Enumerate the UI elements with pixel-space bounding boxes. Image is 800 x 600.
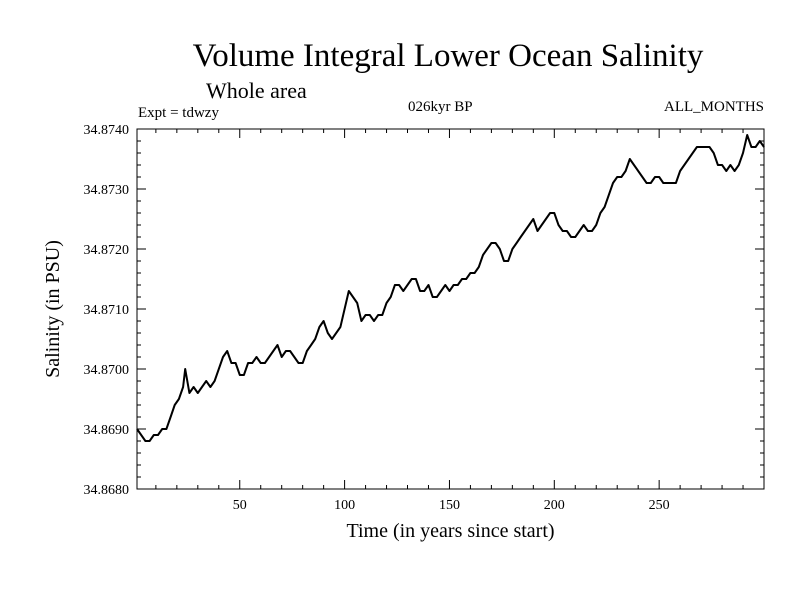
period-label: 026kyr BP xyxy=(408,99,473,115)
x-tick-label: 150 xyxy=(439,498,460,513)
x-axis-label: Time (in years since start) xyxy=(346,520,554,542)
x-tick-label: 50 xyxy=(233,498,247,513)
x-tick-label: 200 xyxy=(544,498,565,513)
plot-area-frame xyxy=(136,128,765,490)
series-line xyxy=(136,134,765,442)
chart-title: Volume Integral Lower Ocean Salinity xyxy=(192,38,704,74)
months-label: ALL_MONTHS xyxy=(664,99,764,115)
chart-subtitle: Whole area xyxy=(206,78,307,103)
experiment-label: Expt = tdwzy xyxy=(138,105,219,121)
y-tick-label: 34.8740 xyxy=(84,123,130,138)
y-tick-label: 34.8690 xyxy=(84,423,130,438)
y-axis-tick-labels: 34.8680 34.8690 34.8700 34.8710 34.8720 34.87… xyxy=(84,123,130,498)
y-tick-label: 34.8710 xyxy=(84,303,130,318)
x-tick-label: 250 xyxy=(649,498,670,513)
y-tick-label: 34.8700 xyxy=(84,363,130,378)
y-tick-label: 34.8720 xyxy=(84,243,130,258)
y-axis-label: Salinity (in PSU) xyxy=(42,240,64,378)
y-tick-label: 34.8680 xyxy=(84,483,130,498)
x-tick-label: 100 xyxy=(334,498,355,513)
x-axis-tick-labels: 50 100 150 200 250 xyxy=(233,498,670,513)
y-tick-label: 34.8730 xyxy=(84,183,130,198)
